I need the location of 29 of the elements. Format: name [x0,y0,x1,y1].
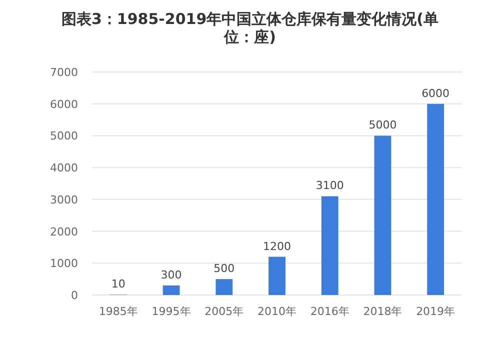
x-tick-label: 2018年 [363,305,402,318]
data-label: 300 [160,268,182,282]
bar [427,104,444,295]
bar [216,279,233,295]
x-tick-label: 1995年 [152,305,191,318]
bar [162,285,180,295]
x-tick-label: 2019年 [416,305,456,318]
y-tick-label: 6000 [50,98,78,111]
x-tick-label: 1985年 [98,305,138,318]
bar [268,256,286,295]
data-label: 5000 [368,118,397,132]
y-tick-label: 2000 [50,225,78,238]
chart-title: 图表3：1985-2019年中国立体仓库保有量变化情况(单位：座) [61,10,439,46]
x-tick-label: 2010年 [258,305,296,318]
data-label: 1200 [263,240,291,253]
data-label: 10 [111,278,126,291]
bar [321,196,338,295]
x-tick-label: 2016年 [310,305,350,318]
y-tick-label: 4000 [50,162,78,175]
bar [374,136,392,295]
data-label: 500 [214,262,235,276]
y-tick-label: 1000 [50,257,78,270]
y-tick-label: 0 [71,289,78,302]
data-label: 6000 [422,86,450,100]
x-tick-label: 2005年 [204,305,244,318]
y-tick-label: 7000 [50,66,78,79]
data-label: 3100 [316,179,344,192]
y-tick-label: 3000 [50,193,78,206]
y-tick-label: 5000 [50,130,78,143]
